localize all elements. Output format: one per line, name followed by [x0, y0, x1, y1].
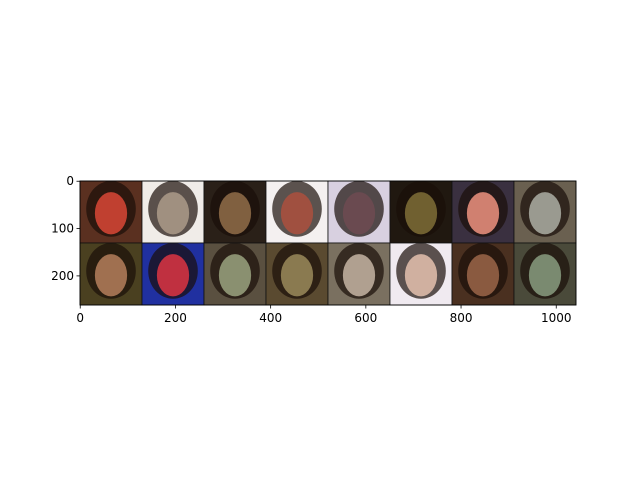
y-tick-label: 100 [51, 222, 74, 236]
x-tick-label: 0 [76, 311, 84, 325]
tile-face [156, 192, 190, 235]
tile-face [280, 254, 314, 297]
tile-face [404, 254, 438, 297]
tile-face [466, 192, 500, 235]
tile-face [342, 192, 376, 235]
tile-face [218, 254, 252, 297]
x-tick-label: 400 [259, 311, 282, 325]
tile-face [528, 192, 562, 235]
y-tick-label: 200 [51, 269, 74, 283]
axes-frame [79, 180, 577, 306]
tile-face [94, 254, 128, 297]
image-grid [79, 180, 577, 306]
x-tick-label: 600 [354, 311, 377, 325]
tile-face [404, 192, 438, 235]
tile-face [342, 254, 376, 297]
x-tick-label: 800 [450, 311, 473, 325]
tile-face [280, 192, 314, 235]
tile-face [466, 254, 500, 297]
x-tick-label: 200 [164, 311, 187, 325]
y-tick-label: 0 [66, 174, 74, 188]
tile-face [156, 254, 190, 297]
tile-face [218, 192, 252, 235]
tile-face [528, 254, 562, 297]
tile-face [94, 192, 128, 235]
x-tick-label: 1000 [541, 311, 572, 325]
